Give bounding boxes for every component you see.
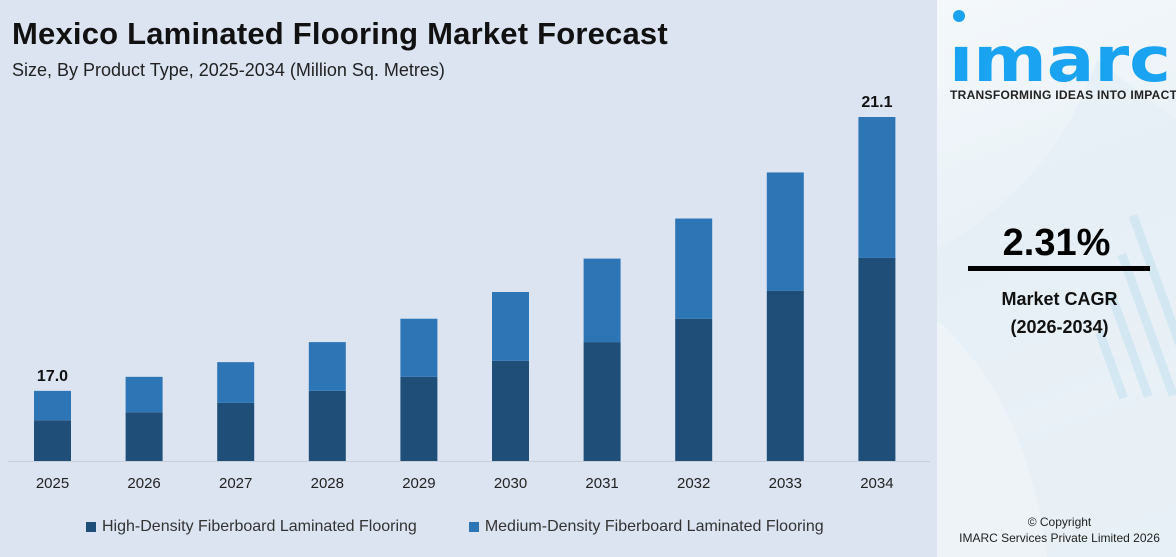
copyright: © Copyright IMARC Services Private Limit… — [937, 514, 1176, 546]
x-tick-label: 2033 — [769, 475, 802, 492]
cagr-label: Market CAGR — [1001, 289, 1118, 309]
bar-high-density-2029 — [400, 376, 438, 461]
legend-swatch-medium-density — [468, 522, 479, 532]
legend-label: Medium-Density Fiberboard Laminated Floo… — [484, 518, 824, 535]
bar-medium-density-2027 — [217, 362, 255, 403]
bar-medium-density-2028 — [308, 342, 346, 391]
data-label: 17.0 — [37, 368, 68, 385]
background-chart-illustration — [937, 60, 1176, 557]
x-tick-label: 2032 — [677, 475, 710, 492]
copyright-line-2: IMARC Services Private Limited 2026 — [959, 531, 1160, 545]
x-tick-label: 2029 — [402, 475, 435, 492]
sidebar-panel: ımarc TRANSFORMING IDEAS INTO IMPACT 2.3… — [937, 0, 1176, 557]
bar-medium-density-2033 — [766, 172, 804, 291]
bar-medium-density-2031 — [583, 258, 621, 343]
bar-high-density-2026 — [125, 412, 163, 461]
bar-high-density-2033 — [766, 290, 804, 461]
x-tick-label: 2031 — [585, 475, 618, 492]
bar-medium-density-2032 — [675, 218, 713, 319]
legend: High-Density Fiberboard Laminated Floori… — [86, 518, 824, 536]
x-tick-label: 2025 — [36, 475, 69, 492]
chart-title: Mexico Laminated Flooring Market Forecas… — [12, 16, 668, 51]
bar-high-density-2025 — [34, 420, 71, 461]
legend-item-medium-density: Medium-Density Fiberboard Laminated Floo… — [468, 518, 824, 536]
bar-medium-density-2034 — [858, 117, 896, 258]
bar-high-density-2028 — [308, 390, 346, 461]
logo-tagline: TRANSFORMING IDEAS INTO IMPACT — [950, 88, 1176, 102]
legend-item-high-density: High-Density Fiberboard Laminated Floori… — [86, 518, 417, 536]
x-tick-label: 2027 — [219, 475, 252, 492]
bar-high-density-2034 — [858, 257, 896, 461]
bar-high-density-2032 — [675, 318, 713, 461]
bar-high-density-2030 — [492, 360, 529, 461]
legend-label: High-Density Fiberboard Laminated Floori… — [102, 518, 417, 535]
data-label: 21.1 — [861, 94, 892, 111]
copyright-line-1: © Copyright — [1027, 515, 1092, 529]
bar-medium-density-2030 — [492, 292, 529, 361]
x-tick-label: 2028 — [311, 475, 344, 492]
svg-text:ımarc: ımarc — [949, 23, 1171, 88]
cagr-label-block: Market CAGR (2026-2034) — [937, 285, 1176, 341]
bar-high-density-2031 — [583, 342, 621, 461]
chart-subtitle: Size, By Product Type, 2025-2034 (Millio… — [12, 60, 445, 80]
legend-swatch-high-density — [86, 522, 96, 532]
x-tick-label: 2026 — [127, 475, 160, 492]
x-tick-label: 2034 — [860, 475, 893, 492]
cagr-divider — [968, 266, 1150, 271]
cagr-period: (2026-2034) — [1010, 317, 1109, 337]
bar-high-density-2027 — [217, 402, 255, 461]
x-tick-label: 2030 — [494, 475, 527, 492]
bar-medium-density-2025 — [34, 390, 71, 421]
bar-medium-density-2029 — [400, 318, 438, 377]
bar-medium-density-2026 — [125, 376, 163, 413]
stacked-bar-chart: 2025 17.0 2026 2027 2028 2029 2030 2031 2032 2033… — [8, 94, 930, 492]
imarc-logo: ımarc — [949, 10, 1171, 88]
cagr-value: 2.31% — [1002, 222, 1111, 264]
